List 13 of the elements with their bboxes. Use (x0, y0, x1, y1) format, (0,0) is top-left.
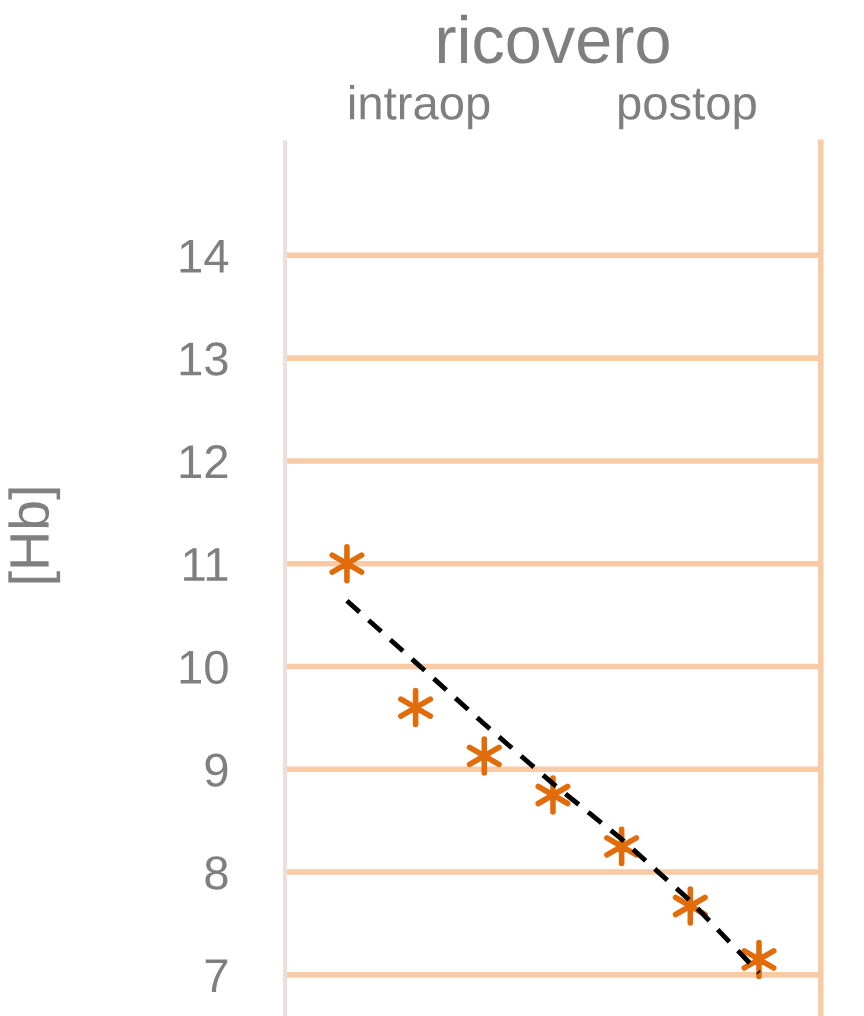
text: postop (619, 88, 756, 130)
y-tick-label: 11 (184, 548, 228, 581)
y-tick-label: 10 (180, 650, 228, 685)
chart-title: ricovero (438, 14, 669, 64)
line-series (344, 598, 762, 976)
y-tick-label: 8 (205, 856, 228, 890)
y-tick-label: 9 (205, 753, 228, 787)
y-tick-label: 13 (180, 342, 228, 376)
y-axis-title: [Hb] (8, 488, 61, 583)
y-tick-label: 7 (205, 959, 228, 992)
text: intraop (350, 85, 490, 130)
y-tick-label: 14 (180, 239, 229, 273)
y-tick-label: 12 (180, 445, 228, 479)
